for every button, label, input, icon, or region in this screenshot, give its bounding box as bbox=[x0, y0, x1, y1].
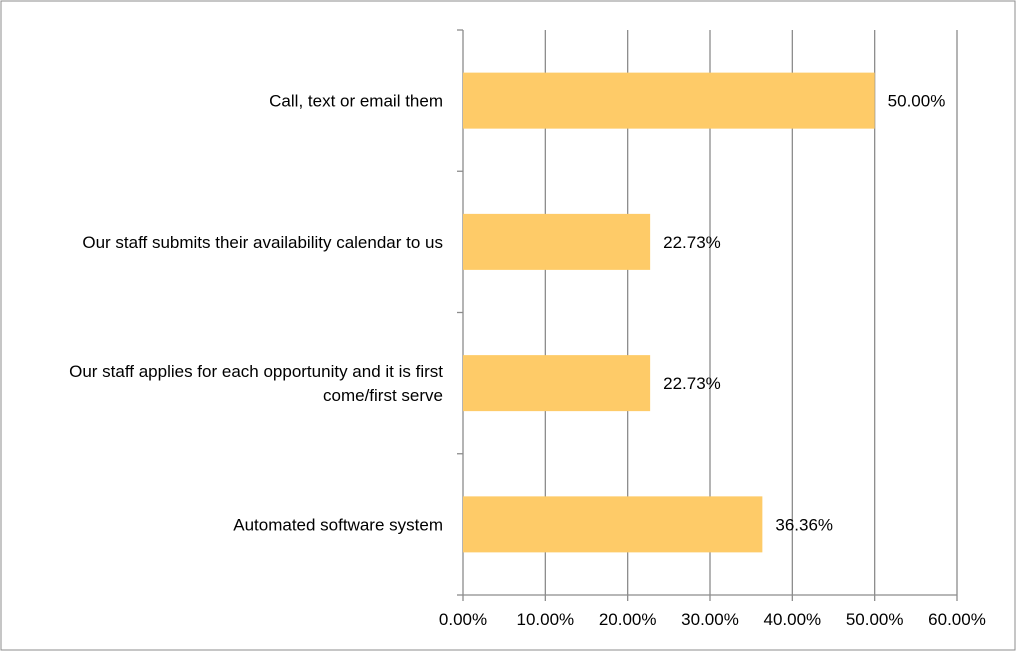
x-tick-label: 50.00% bbox=[846, 610, 904, 629]
category-label: come/first serve bbox=[323, 386, 443, 405]
bars bbox=[463, 72, 875, 553]
bar bbox=[463, 72, 875, 129]
x-tick-label: 20.00% bbox=[599, 610, 657, 629]
data-label: 22.73% bbox=[663, 233, 721, 252]
labels: 0.00% 10.00% 20.00% 30.00% 40.00% 50.00% 60.00… bbox=[69, 92, 986, 629]
data-label: 36.36% bbox=[775, 515, 833, 534]
x-tick-label: 0.00% bbox=[439, 610, 487, 629]
x-tick-label: 40.00% bbox=[763, 610, 821, 629]
bar bbox=[463, 496, 763, 553]
bar bbox=[463, 355, 651, 412]
category-label: Our staff submits their availability cal… bbox=[82, 233, 443, 252]
bar bbox=[463, 213, 651, 270]
category-label: Our staff applies for each opportunity a… bbox=[69, 362, 443, 381]
category-label: Call, text or email them bbox=[269, 92, 443, 111]
x-tick-label: 10.00% bbox=[516, 610, 574, 629]
category-label: Automated software system bbox=[233, 515, 443, 534]
data-label: 50.00% bbox=[888, 92, 946, 111]
x-tick-label: 30.00% bbox=[681, 610, 739, 629]
x-tick-label: 60.00% bbox=[928, 610, 986, 629]
data-label: 22.73% bbox=[663, 374, 721, 393]
